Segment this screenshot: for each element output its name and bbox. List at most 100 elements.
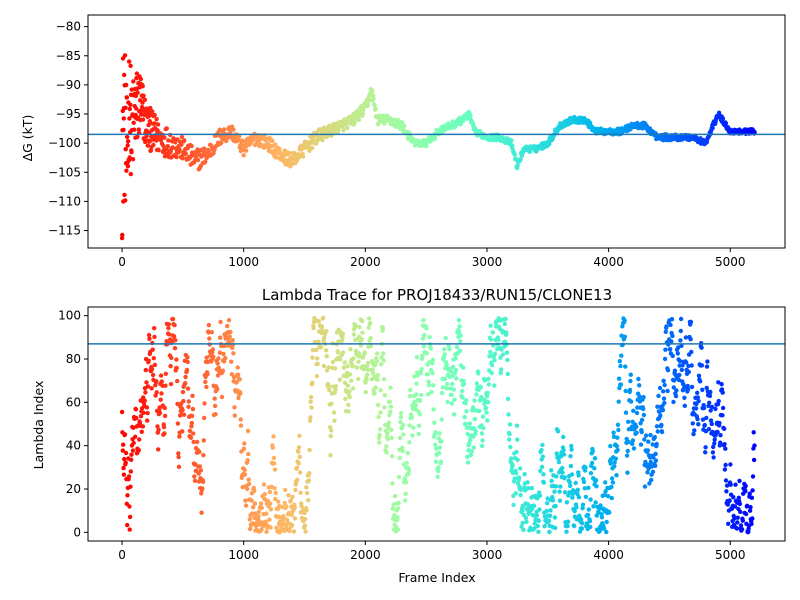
lambda-point bbox=[708, 389, 713, 395]
lambda-point bbox=[259, 505, 264, 510]
lambda-point bbox=[457, 324, 462, 329]
lambda-point bbox=[282, 500, 287, 506]
delta-g-point bbox=[344, 122, 349, 127]
delta-g-point bbox=[286, 150, 292, 155]
lambda-point bbox=[662, 356, 668, 362]
lambda-point bbox=[144, 380, 149, 385]
lambda-point bbox=[294, 465, 300, 470]
lambda-point bbox=[228, 329, 233, 335]
lambda-point bbox=[707, 400, 712, 405]
lambda-point bbox=[218, 335, 223, 340]
lambda-point bbox=[663, 347, 668, 352]
lambda-point bbox=[250, 505, 256, 510]
delta-g-point bbox=[231, 127, 236, 132]
lambda-point bbox=[351, 332, 356, 337]
lambda-point bbox=[264, 529, 269, 534]
lambda-point bbox=[162, 431, 167, 436]
delta-g-point bbox=[179, 142, 184, 147]
lambda-point bbox=[507, 437, 512, 442]
lambda-point bbox=[677, 372, 682, 378]
lambda-point bbox=[145, 410, 150, 416]
x-tick-label: 4000 bbox=[593, 255, 624, 269]
lambda-point bbox=[320, 315, 326, 320]
lambda-point bbox=[472, 416, 478, 422]
lambda-point bbox=[485, 400, 491, 405]
lambda-point bbox=[480, 438, 485, 443]
lambda-point bbox=[388, 385, 393, 390]
lambda-point bbox=[364, 377, 369, 382]
lambda-point bbox=[492, 351, 498, 356]
lambda-point bbox=[616, 427, 621, 433]
lambda-point bbox=[276, 499, 281, 504]
lambda-point bbox=[398, 419, 403, 425]
delta-g-point bbox=[217, 127, 223, 132]
delta-g-point bbox=[126, 59, 132, 64]
lambda-point bbox=[557, 489, 562, 494]
delta-g-point bbox=[165, 144, 170, 149]
lambda-point bbox=[238, 391, 243, 396]
lambda-point bbox=[309, 405, 314, 410]
lambda-point bbox=[342, 360, 347, 365]
delta-g-point bbox=[156, 148, 161, 153]
lambda-point bbox=[149, 366, 155, 372]
lambda-point bbox=[500, 352, 506, 357]
delta-g-point bbox=[356, 117, 362, 123]
lambda-point bbox=[685, 383, 690, 389]
lambda-point bbox=[637, 383, 642, 388]
lambda-point bbox=[488, 337, 494, 342]
lambda-point bbox=[332, 418, 337, 423]
lambda-point bbox=[267, 517, 272, 522]
lambda-point bbox=[506, 412, 511, 417]
lambda-point bbox=[410, 433, 415, 438]
lambda-point bbox=[663, 329, 668, 334]
lambda-point bbox=[601, 526, 607, 531]
lambda-point bbox=[123, 450, 129, 456]
lambda-point bbox=[384, 450, 389, 455]
lambda-point bbox=[456, 318, 462, 323]
lambda-point bbox=[588, 471, 594, 476]
lambda-point bbox=[376, 402, 381, 408]
delta-g-point bbox=[518, 157, 523, 162]
lambda-point bbox=[505, 396, 511, 402]
lambda-point bbox=[303, 516, 308, 522]
lambda-point bbox=[537, 493, 543, 498]
lambda-point bbox=[662, 382, 667, 388]
lambda-point bbox=[418, 398, 423, 403]
lambda-point bbox=[611, 434, 617, 439]
lambda-point bbox=[365, 367, 370, 372]
lambda-point bbox=[340, 331, 345, 336]
lambda-y-ticks: 0 20 40 60 80 100 bbox=[58, 309, 88, 539]
lambda-point bbox=[284, 504, 289, 509]
lambda-point bbox=[661, 396, 667, 401]
lambda-point bbox=[256, 509, 262, 514]
lambda-point bbox=[661, 389, 666, 394]
lambda-point bbox=[482, 401, 487, 407]
lambda-point bbox=[699, 363, 705, 368]
lambda-point bbox=[674, 388, 679, 393]
delta-g-point bbox=[152, 112, 157, 118]
lambda-point bbox=[209, 330, 214, 335]
lambda-point bbox=[591, 504, 596, 509]
lambda-point bbox=[646, 439, 651, 444]
lambda-point bbox=[396, 500, 401, 506]
lambda-point bbox=[722, 426, 727, 431]
delta-g-point bbox=[458, 122, 463, 127]
lambda-point bbox=[552, 515, 558, 520]
delta-g-point bbox=[270, 138, 275, 143]
lambda-point bbox=[144, 405, 150, 410]
lambda-point bbox=[617, 359, 622, 364]
lambda-point bbox=[442, 352, 447, 357]
lambda-point bbox=[450, 364, 456, 370]
lambda-point bbox=[396, 474, 402, 480]
lambda-point bbox=[588, 524, 593, 530]
lambda-point bbox=[484, 410, 489, 415]
lambda-point bbox=[172, 346, 178, 351]
lambda-point bbox=[496, 337, 501, 342]
lambda-point bbox=[704, 364, 710, 369]
lambda-point bbox=[225, 323, 230, 329]
lambda-point bbox=[686, 369, 691, 375]
lambda-point bbox=[505, 371, 510, 377]
lambda-point bbox=[598, 527, 603, 532]
lambda-point bbox=[138, 414, 144, 419]
lambda-point bbox=[246, 481, 252, 487]
